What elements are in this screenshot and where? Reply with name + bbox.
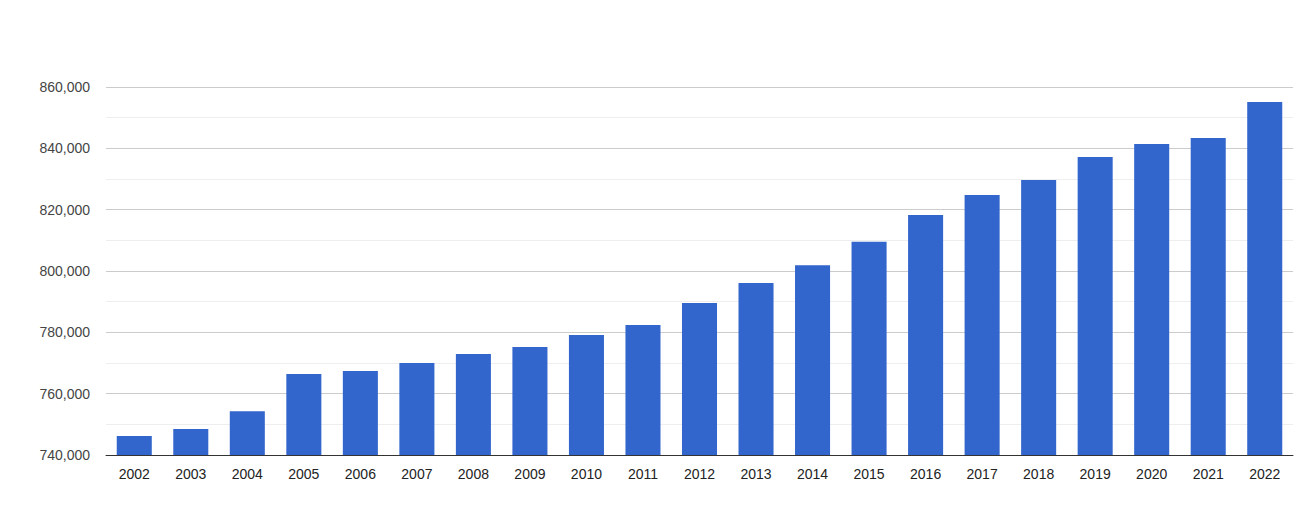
svg-text:2016: 2016 xyxy=(910,466,941,482)
svg-text:840,000: 840,000 xyxy=(39,140,90,156)
svg-text:2019: 2019 xyxy=(1080,466,1111,482)
svg-text:2008: 2008 xyxy=(458,466,489,482)
svg-text:860,000: 860,000 xyxy=(39,79,90,95)
svg-text:2006: 2006 xyxy=(345,466,376,482)
svg-text:2022: 2022 xyxy=(1249,466,1280,482)
svg-text:2013: 2013 xyxy=(740,466,771,482)
svg-text:2009: 2009 xyxy=(514,466,545,482)
svg-text:2018: 2018 xyxy=(1023,466,1054,482)
svg-text:760,000: 760,000 xyxy=(39,386,90,402)
svg-text:2020: 2020 xyxy=(1136,466,1167,482)
svg-text:2011: 2011 xyxy=(628,466,658,482)
svg-text:2007: 2007 xyxy=(401,466,432,482)
svg-text:780,000: 780,000 xyxy=(39,324,90,340)
svg-text:820,000: 820,000 xyxy=(39,202,90,218)
svg-text:2015: 2015 xyxy=(853,466,884,482)
svg-text:800,000: 800,000 xyxy=(39,263,90,279)
svg-text:2017: 2017 xyxy=(967,466,998,482)
svg-text:2010: 2010 xyxy=(571,466,602,482)
svg-text:2021: 2021 xyxy=(1193,466,1224,482)
svg-text:740,000: 740,000 xyxy=(39,447,90,463)
svg-text:2014: 2014 xyxy=(797,466,828,482)
svg-text:2002: 2002 xyxy=(119,466,150,482)
svg-text:2003: 2003 xyxy=(175,466,206,482)
svg-text:2012: 2012 xyxy=(684,466,715,482)
svg-text:2004: 2004 xyxy=(232,466,263,482)
svg-text:2005: 2005 xyxy=(288,466,319,482)
